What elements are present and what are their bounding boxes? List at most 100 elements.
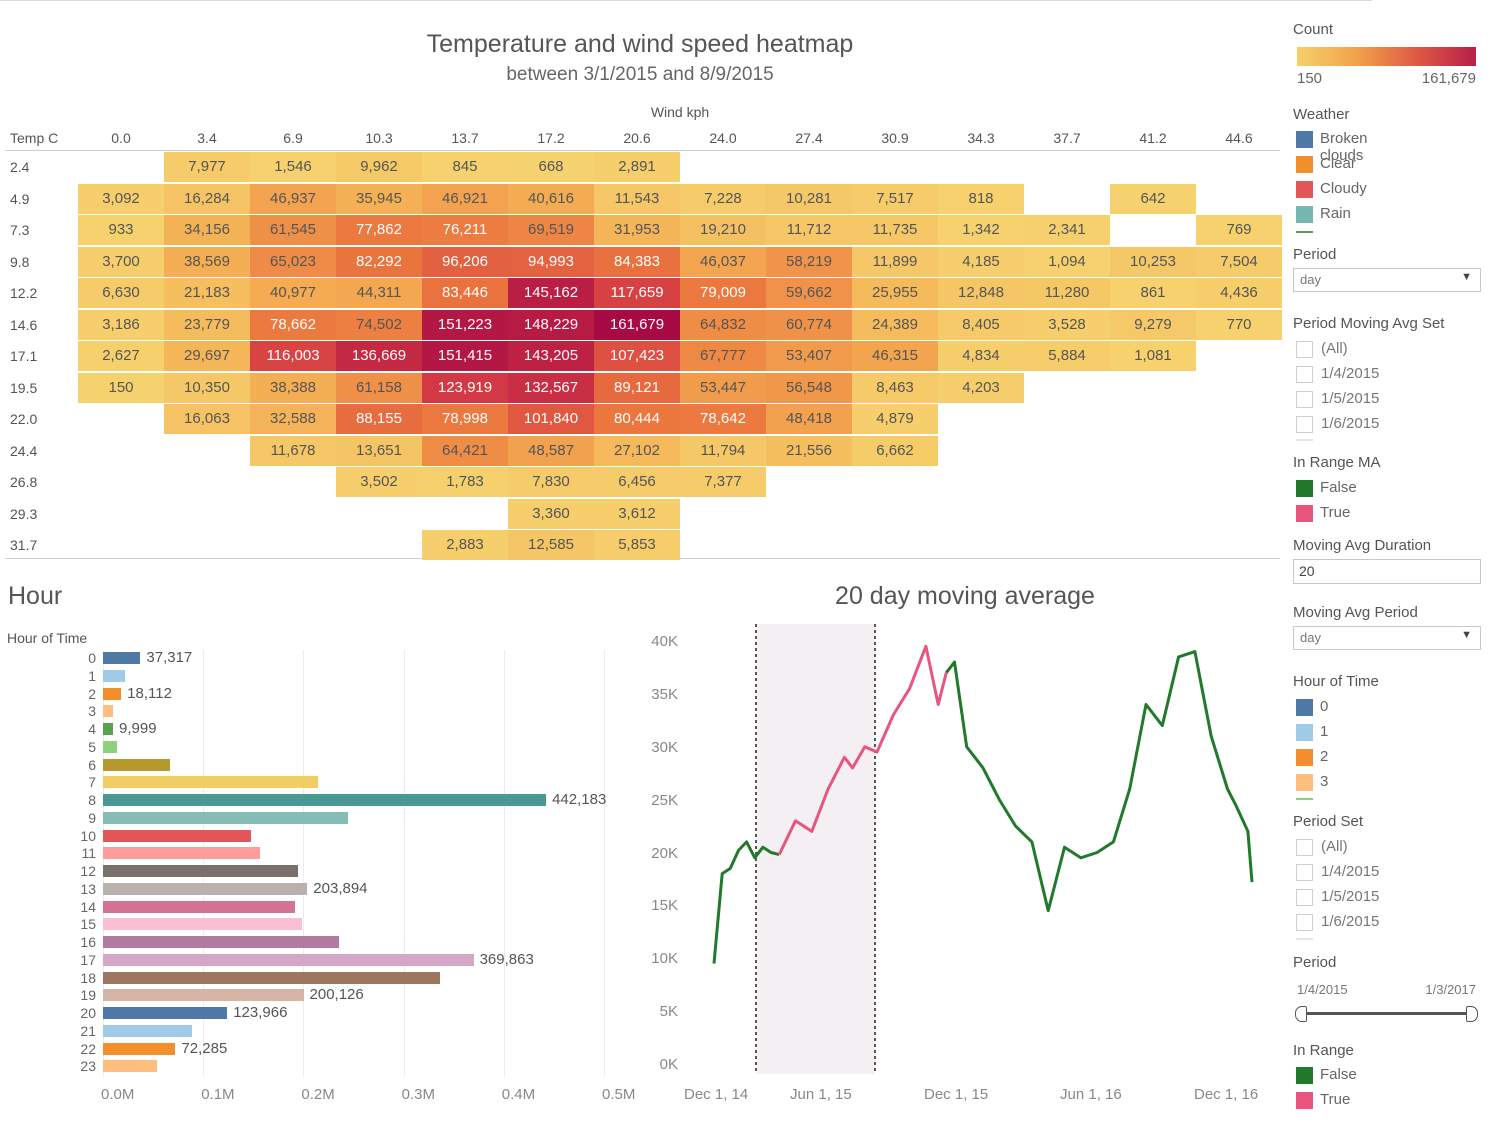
- hour-bar[interactable]: [103, 953, 474, 966]
- heatmap-cell[interactable]: 19,210: [680, 215, 766, 245]
- period-range-end-handle[interactable]: [1466, 1006, 1478, 1022]
- heatmap-cell[interactable]: 88,155: [336, 404, 422, 434]
- heatmap-cell[interactable]: 7,977: [164, 152, 250, 182]
- heatmap-cell[interactable]: 60,774: [766, 309, 852, 340]
- heatmap-cell[interactable]: 64,421: [422, 435, 508, 466]
- heatmap-cell[interactable]: 58,219: [766, 246, 852, 277]
- heatmap-cell[interactable]: 77,862: [336, 215, 422, 245]
- heatmap-cell[interactable]: 4,203: [938, 372, 1024, 403]
- heatmap-cell[interactable]: 6,630: [78, 278, 164, 308]
- heatmap-cell[interactable]: 61,545: [250, 215, 336, 245]
- checkbox[interactable]: [1296, 864, 1313, 881]
- heatmap-cell[interactable]: 44,311: [336, 278, 422, 308]
- heatmap-cell[interactable]: 7,830: [508, 467, 594, 497]
- period-range-start-handle[interactable]: [1295, 1006, 1307, 1022]
- heatmap-cell[interactable]: 2,883: [422, 530, 508, 560]
- hour-bar[interactable]: [103, 1060, 158, 1073]
- heatmap-cell[interactable]: 11,678: [250, 435, 336, 466]
- hour-bar[interactable]: [103, 918, 303, 931]
- heatmap-cell[interactable]: 65,023: [250, 246, 336, 277]
- heatmap-cell[interactable]: 78,998: [422, 404, 508, 434]
- checkbox[interactable]: [1296, 391, 1313, 408]
- heatmap-cell[interactable]: 46,937: [250, 183, 336, 214]
- heatmap-cell[interactable]: 4,436: [1196, 278, 1282, 308]
- heatmap-cell[interactable]: 56,548: [766, 372, 852, 403]
- checkbox[interactable]: [1296, 366, 1313, 383]
- heatmap-cell[interactable]: 642: [1110, 183, 1196, 214]
- heatmap-cell[interactable]: 107,423: [594, 341, 680, 371]
- heatmap-cell[interactable]: 61,158: [336, 372, 422, 403]
- heatmap-cell[interactable]: 25,955: [852, 278, 938, 308]
- hour-bar[interactable]: [103, 1007, 228, 1019]
- heatmap-cell[interactable]: 4,879: [852, 404, 938, 434]
- heatmap-cell[interactable]: 4,185: [938, 246, 1024, 277]
- heatmap-cell[interactable]: 89,121: [594, 372, 680, 403]
- heatmap-cell[interactable]: 3,528: [1024, 309, 1110, 340]
- hour-bar[interactable]: [103, 971, 440, 984]
- moving-average-line-out-of-range[interactable]: [945, 650, 1254, 913]
- heatmap-cell[interactable]: 11,712: [766, 215, 852, 245]
- heatmap-cell[interactable]: 6,662: [852, 435, 938, 466]
- hour-bar[interactable]: [103, 936, 340, 948]
- heatmap-cell[interactable]: 46,037: [680, 246, 766, 277]
- heatmap-cell[interactable]: 79,009: [680, 278, 766, 308]
- checkbox[interactable]: [1296, 341, 1313, 358]
- heatmap-cell[interactable]: 7,377: [680, 467, 766, 497]
- hour-bar[interactable]: [103, 776, 319, 789]
- heatmap-cell[interactable]: 46,315: [852, 341, 938, 371]
- heatmap-cell[interactable]: 1,783: [422, 467, 508, 497]
- heatmap-cell[interactable]: 34,156: [164, 215, 250, 245]
- heatmap-cell[interactable]: 10,253: [1110, 246, 1196, 277]
- heatmap-cell[interactable]: 24,389: [852, 309, 938, 340]
- moving-average-line-in-range[interactable]: [777, 644, 948, 856]
- checkbox[interactable]: [1296, 839, 1313, 856]
- heatmap-cell[interactable]: 13,651: [336, 435, 422, 466]
- heatmap-cell[interactable]: 3,360: [508, 498, 594, 529]
- heatmap-cell[interactable]: 116,003: [250, 341, 336, 371]
- heatmap-cell[interactable]: 145,162: [508, 278, 594, 308]
- heatmap-cell[interactable]: 82,292: [336, 246, 422, 277]
- hour-bar[interactable]: [103, 652, 141, 664]
- heatmap-cell[interactable]: 770: [1196, 309, 1282, 340]
- hour-bar[interactable]: [103, 882, 308, 895]
- hour-bar[interactable]: [103, 1024, 193, 1037]
- hour-bar[interactable]: [103, 811, 349, 824]
- heatmap-cell[interactable]: 7,517: [852, 183, 938, 214]
- heatmap-cell[interactable]: 23,779: [164, 309, 250, 340]
- heatmap-cell[interactable]: 48,587: [508, 435, 594, 466]
- heatmap-cell[interactable]: 94,993: [508, 246, 594, 277]
- heatmap-cell[interactable]: 4,834: [938, 341, 1024, 371]
- heatmap-cell[interactable]: 59,662: [766, 278, 852, 308]
- heatmap-cell[interactable]: 64,832: [680, 309, 766, 340]
- heatmap-cell[interactable]: 933: [78, 215, 164, 245]
- hour-bar[interactable]: [103, 740, 118, 753]
- heatmap-cell[interactable]: 117,659: [594, 278, 680, 308]
- heatmap-cell[interactable]: 11,899: [852, 246, 938, 277]
- heatmap-cell[interactable]: 38,569: [164, 246, 250, 277]
- heatmap-cell[interactable]: 861: [1110, 278, 1196, 308]
- heatmap-cell[interactable]: 96,206: [422, 246, 508, 277]
- heatmap-cell[interactable]: 74,502: [336, 309, 422, 340]
- heatmap-cell[interactable]: 3,700: [78, 246, 164, 277]
- heatmap-cell[interactable]: 5,884: [1024, 341, 1110, 371]
- heatmap-cell[interactable]: 2,627: [78, 341, 164, 371]
- moving-average-line-out-of-range[interactable]: [712, 840, 780, 964]
- heatmap-cell[interactable]: 12,585: [508, 530, 594, 560]
- heatmap-cell[interactable]: 161,679: [594, 309, 680, 340]
- heatmap-cell[interactable]: 78,662: [250, 309, 336, 340]
- heatmap-cell[interactable]: 818: [938, 183, 1024, 214]
- checkbox[interactable]: [1296, 416, 1313, 433]
- hour-bar[interactable]: [103, 989, 304, 1002]
- heatmap-cell[interactable]: 48,418: [766, 404, 852, 434]
- period-dropdown[interactable]: day ▼: [1293, 268, 1481, 292]
- heatmap-cell[interactable]: 3,186: [78, 309, 164, 340]
- heatmap-cell[interactable]: 845: [422, 152, 508, 182]
- heatmap-cell[interactable]: 32,588: [250, 404, 336, 434]
- heatmap-cell[interactable]: 2,891: [594, 152, 680, 182]
- heatmap-cell[interactable]: 11,280: [1024, 278, 1110, 308]
- hour-bar[interactable]: [103, 723, 114, 735]
- heatmap-cell[interactable]: 151,223: [422, 309, 508, 340]
- hour-bar[interactable]: [103, 669, 126, 682]
- heatmap-cell[interactable]: 69,519: [508, 215, 594, 245]
- heatmap-cell[interactable]: 53,407: [766, 341, 852, 371]
